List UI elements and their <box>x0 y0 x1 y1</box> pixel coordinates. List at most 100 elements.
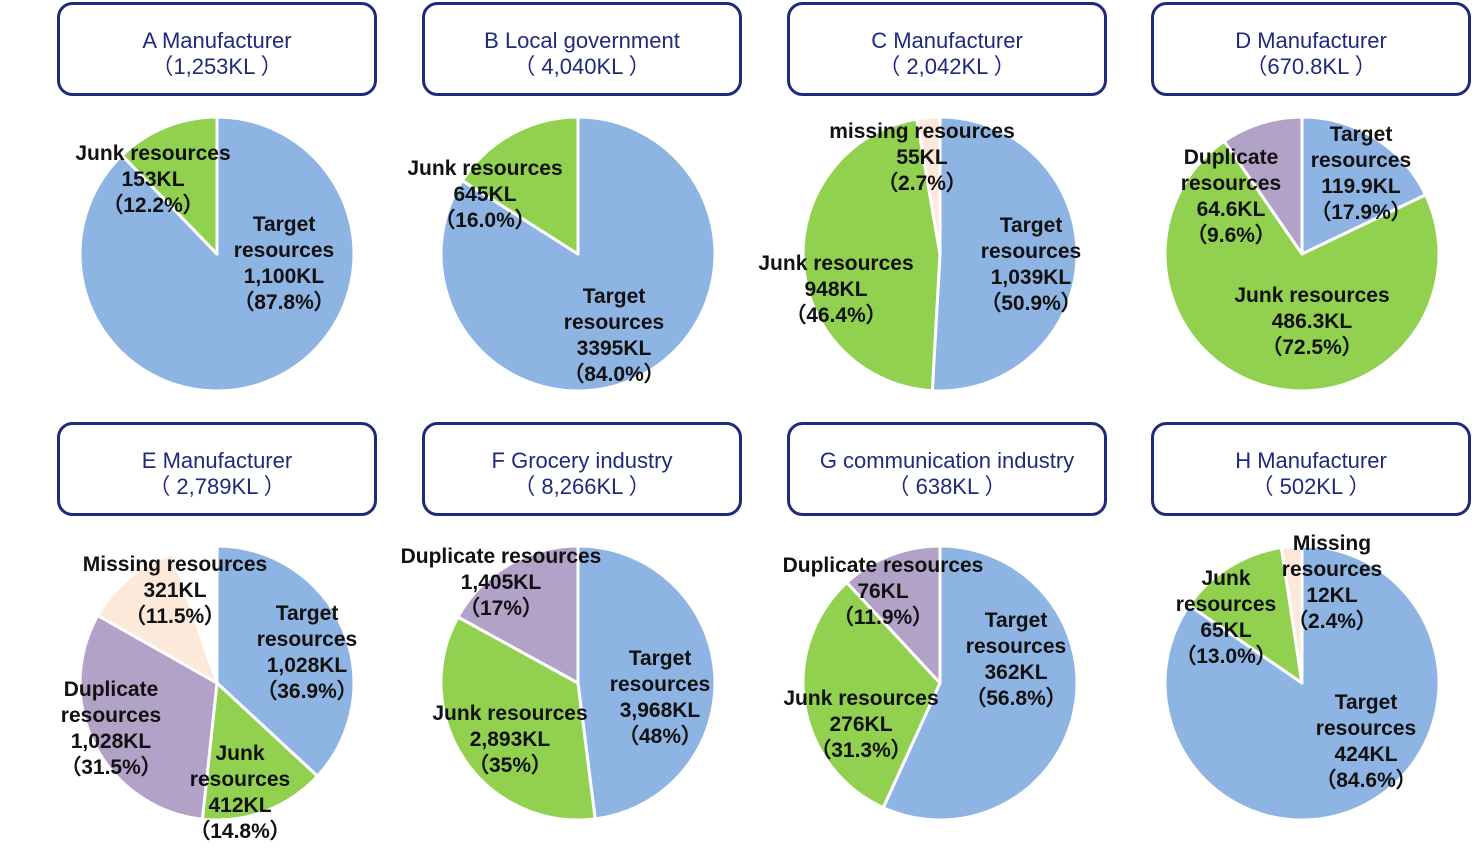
slice-label-junk-resources: Junk resources 276KL （31.3%） <box>783 687 938 762</box>
slice-label-line: （50.9%） <box>980 291 1082 315</box>
slice-label-line: Duplicate <box>1184 146 1279 169</box>
pie-slice-junk-resources <box>460 115 580 256</box>
pie-slice-target-resources <box>1300 115 1428 256</box>
chart-total: （ 4,040KL ） <box>513 54 650 79</box>
slice-label-line: （13.0%） <box>1175 644 1277 668</box>
pie-chart-6: F Grocery industry（ 8,266KL ） Target resou… <box>401 422 742 822</box>
chart-total: （1,253KL ） <box>151 54 282 79</box>
slice-label-target-resources: Target resources 362KL （56.8%） <box>965 609 1067 710</box>
slice-label-missing-resources: missing resources 55KL （2.7%） <box>829 120 1015 195</box>
pie-slice-junk-resources <box>1163 139 1441 393</box>
slice-label-line: resources <box>564 311 664 334</box>
pie-slice-target-resources <box>930 115 1079 393</box>
slice-label-line: （12.2%） <box>102 193 204 217</box>
pie-chart-5: E Manufacturer（ 2,789KL ） Target resources… <box>57 422 377 843</box>
slice-label-line: Target <box>276 602 339 625</box>
chart-title-box <box>787 422 1107 516</box>
chart-title: D Manufacturer <box>1235 28 1387 53</box>
slice-label-line: Duplicate resources <box>401 545 602 568</box>
pie-chart-1: A Manufacturer（1,253KL ） Target resources 1… <box>57 2 377 393</box>
slice-label-line: 412KL <box>208 794 271 817</box>
slice-label-line: Junk resources <box>1234 284 1389 307</box>
pie-chart-4: D Manufacturer（670.8KL ） Target resources 1… <box>1151 2 1471 393</box>
slice-label-line: 76KL <box>857 580 909 603</box>
slice-label-line: 645KL <box>453 183 516 206</box>
slice-label-target-resources: Target resources 1,028KL （36.9%） <box>256 602 358 703</box>
slice-label-line: Junk resources <box>75 142 230 165</box>
slice-label-line: 276KL <box>829 713 892 736</box>
pie-slice-duplicate-resources <box>456 544 580 685</box>
slice-label-line: Target <box>583 285 646 308</box>
chart-total: （670.8KL ） <box>1245 54 1376 79</box>
slice-label-line: （2.7%） <box>877 171 967 195</box>
chart-title-box <box>57 2 377 96</box>
chart-title-box <box>57 422 377 516</box>
pie-slice-missing-resources <box>96 552 219 685</box>
pie-chart-3: C Manufacturer（ 2,042KL ） Target resources… <box>758 2 1107 393</box>
slice-label-target-resources: Target resources 3395KL （84.0%） <box>563 285 665 386</box>
slice-label-line: （31.5%） <box>60 755 162 779</box>
slice-label-target-resources: Target resources 3,968KL （48%） <box>610 647 710 748</box>
slice-label-junk-resources: Junk resources 645KL （16.0%） <box>407 157 562 232</box>
slice-label-line: 119.9KL <box>1321 175 1401 198</box>
slice-label-line: resources <box>1181 172 1281 195</box>
slice-label-line: Target <box>985 609 1048 632</box>
slice-label-line: （11.5%） <box>125 604 225 628</box>
slice-label-junk-resources: Junk resources 412KL （14.8%） <box>189 742 291 843</box>
slice-label-line: Junk resources <box>407 157 562 180</box>
slice-label-line: 1,100KL <box>244 265 325 288</box>
chart-title: A Manufacturer <box>142 28 291 53</box>
chart-total: （ 2,789KL ） <box>148 474 285 499</box>
slice-label-line: 1,039KL <box>991 266 1072 289</box>
slice-label-duplicate-resources: Duplicate resources 1,028KL （31.5%） <box>60 678 162 779</box>
slice-label-line: 424KL <box>1334 743 1397 766</box>
slice-label-line: resources <box>1311 149 1411 172</box>
chart-total: （ 8,266KL ） <box>513 474 650 499</box>
slice-label-line: 3,968KL <box>620 699 701 722</box>
slice-label-line: （72.5%） <box>1261 335 1363 359</box>
slice-label-duplicate-resources: Duplicate resources 64.6KL （9.6%） <box>1181 146 1281 247</box>
chart-title: H Manufacturer <box>1235 448 1387 473</box>
chart-title: C Manufacturer <box>871 28 1023 53</box>
pie-slice-junk-resources <box>801 117 942 393</box>
slice-label-line: resources <box>610 673 710 696</box>
slice-label-junk-resources: Junk resources 486.3KL （72.5%） <box>1234 284 1389 359</box>
slice-label-line: Junk <box>1201 567 1250 590</box>
slice-label-junk-resources: Junk resources 153KL （12.2%） <box>75 142 230 217</box>
slice-label-line: Junk resources <box>758 252 913 275</box>
slice-label-line: （36.9%） <box>256 679 358 703</box>
slice-label-line: resources <box>966 635 1066 658</box>
pie-slice-target-resources <box>881 544 1079 822</box>
slice-label-line: （16.0%） <box>434 208 536 232</box>
slice-label-line: （2.4%） <box>1287 609 1377 633</box>
slice-label-line: 153KL <box>121 168 184 191</box>
chart-title-box <box>787 2 1107 96</box>
slice-label-line: Missing <box>1293 532 1371 555</box>
slice-label-line: 3395KL <box>577 337 652 360</box>
pie-slice-junk-resources <box>120 115 219 256</box>
slice-label-line: resources <box>981 240 1081 263</box>
slice-label-line: （17%） <box>459 596 543 620</box>
slice-label-duplicate-resources: Duplicate resources 76KL （11.9%） <box>783 554 984 629</box>
slice-label-missing-resources: Missing resources 12KL （2.4%） <box>1282 532 1382 633</box>
slice-label-junk-resources: Junk resources 65KL （13.0%） <box>1175 567 1277 668</box>
slice-label-line: 1,028KL <box>267 654 348 677</box>
slice-label-line: Junk <box>215 742 264 765</box>
slice-label-line: （84.6%） <box>1315 768 1417 792</box>
slice-label-junk-resources: Junk resources 2,893KL （35%） <box>432 702 587 777</box>
slice-label-line: missing resources <box>829 120 1015 143</box>
slice-label-line: 948KL <box>804 278 867 301</box>
chart-total: （ 2,042KL ） <box>878 54 1015 79</box>
slice-label-line: Junk resources <box>783 687 938 710</box>
slice-label-line: 321KL <box>143 579 206 602</box>
chart-title: G communication industry <box>820 448 1074 473</box>
slice-label-line: Target <box>253 213 316 236</box>
slice-label-line: Duplicate resources <box>783 554 984 577</box>
pie-slice-missing-resources <box>915 115 942 256</box>
slice-label-target-resources: Target resources 1,100KL （87.8%） <box>233 213 335 314</box>
chart-title: E Manufacturer <box>142 448 292 473</box>
pie-slice-target-resources <box>576 544 717 821</box>
slice-label-line: Target <box>629 647 692 670</box>
pie-slice-junk-resources <box>801 581 942 810</box>
